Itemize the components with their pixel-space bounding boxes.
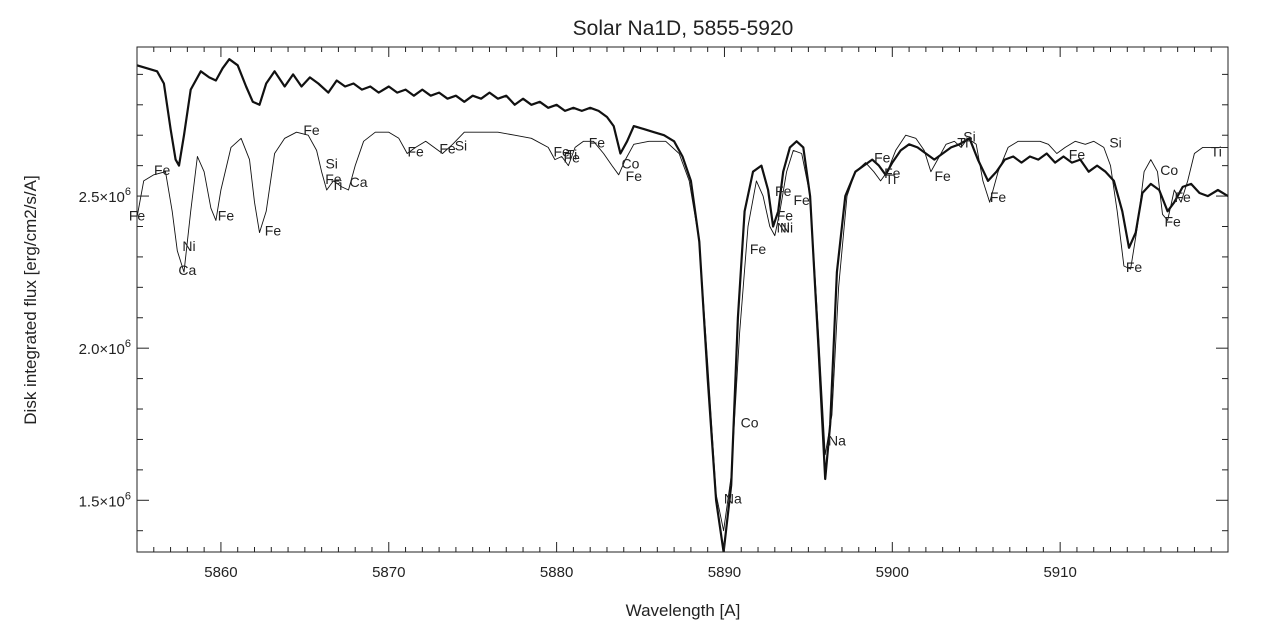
line-id-label: Ti: [566, 147, 577, 163]
line-id-label: Fe: [439, 140, 456, 156]
x-tick-label: 5900: [876, 564, 909, 581]
y-axis-label: Disk integrated flux [erg/cm2/s/A]: [21, 175, 40, 424]
x-tick-label: 5870: [372, 564, 405, 581]
y-tick-label: 1.5×106: [79, 490, 131, 510]
line-id-label: Fe: [793, 192, 810, 208]
y-tick-label: 2.0×106: [79, 338, 131, 358]
line-id-label: Fe: [990, 189, 1007, 205]
line-id-label: Si: [325, 156, 337, 172]
line-id-label: Fe: [750, 241, 767, 257]
line-id-label: Fe: [154, 162, 171, 178]
line-id-label: Fe: [325, 171, 342, 187]
x-tick-label: 5860: [204, 564, 237, 581]
line-id-label: Ni: [182, 238, 195, 254]
x-axis-label: Wavelength [A]: [626, 601, 741, 620]
line-id-label: Fe: [218, 207, 235, 223]
plot-frame: [136, 46, 1229, 553]
line-id-label: Fe: [777, 207, 794, 223]
y-tick-label: 2.5×106: [79, 186, 131, 206]
line-id-label: Fe: [874, 150, 891, 166]
line-id-label: Si: [1109, 134, 1121, 150]
line-id-label: Fe: [1175, 189, 1192, 205]
line-id-label: Fe: [553, 144, 570, 160]
line-id-label: Fe: [265, 223, 282, 239]
line-id-label: Fe: [1069, 147, 1086, 163]
x-tick-label: 5910: [1043, 564, 1076, 581]
line-id-label: Fe: [129, 207, 146, 223]
line-id-label: Fe: [564, 150, 581, 166]
line-id-label: Fe: [589, 134, 606, 150]
line-id-label: Fe: [1164, 213, 1181, 229]
line-id-label: Co: [741, 414, 759, 430]
x-tick-label: 5880: [540, 564, 573, 581]
line-id-label: Co: [622, 156, 640, 172]
line-id-label: Ni: [780, 220, 793, 236]
line-id-label: Ti: [957, 134, 968, 150]
line-id-label: Co: [1160, 162, 1178, 178]
line-id-label: Fe: [775, 183, 792, 199]
chart-title: Solar Na1D, 5855-5920: [573, 17, 794, 40]
line-id-label: Fe: [1126, 259, 1143, 275]
line-id-label: Ca: [178, 262, 196, 278]
line-id-label: Ti: [331, 177, 342, 193]
x-tick-label: 5890: [708, 564, 741, 581]
line-id-label: Ca: [350, 174, 368, 190]
line-id-label: Ni: [777, 220, 790, 236]
line-id-label: Na: [828, 433, 846, 449]
line-id-label: Ti: [1211, 144, 1222, 160]
line-id-label: Fe: [934, 168, 951, 184]
line-id-label: Fe: [884, 165, 901, 181]
line-id-label: Fe: [303, 122, 320, 138]
line-id-label: Si: [963, 128, 975, 144]
series-line-thick: [137, 58, 1228, 552]
line-id-label: Na: [724, 490, 742, 506]
line-id-label: Fe: [407, 144, 424, 160]
line-id-label: Fe: [626, 168, 643, 184]
line-id-label: Si: [455, 137, 467, 153]
line-id-label: Ti: [885, 171, 896, 187]
series-line-thin: [137, 131, 1228, 532]
